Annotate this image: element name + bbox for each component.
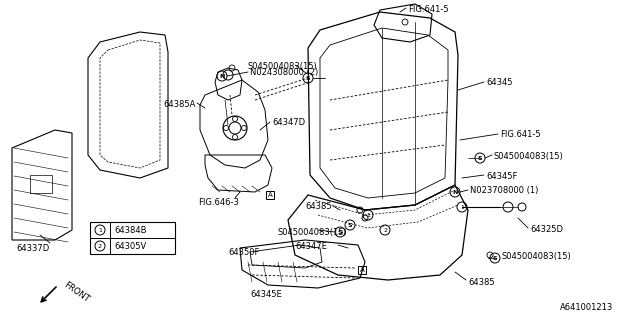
Text: N024308000 (2): N024308000 (2) [250, 68, 318, 77]
Text: 64384B: 64384B [114, 226, 147, 235]
Text: A: A [268, 192, 273, 198]
Text: S045004083(15): S045004083(15) [502, 252, 572, 261]
Text: S: S [306, 76, 310, 81]
Text: 64337D: 64337D [16, 244, 49, 253]
Text: S045004083(15): S045004083(15) [278, 228, 348, 237]
Text: 1: 1 [460, 204, 464, 210]
Text: FIG.641-5: FIG.641-5 [500, 130, 541, 139]
Text: 1: 1 [98, 228, 102, 233]
Bar [358, 266, 366, 274]
Text: N: N [220, 74, 225, 78]
Text: 2: 2 [383, 228, 387, 233]
Bar [90, 222, 175, 254]
Text: S045004083(15): S045004083(15) [248, 62, 317, 71]
Text: S: S [477, 156, 483, 161]
Text: A: A [360, 267, 364, 273]
Text: S: S [348, 222, 352, 228]
Text: FRONT: FRONT [62, 280, 91, 304]
Text: FIG.646-3: FIG.646-3 [198, 198, 239, 207]
Text: 64305V: 64305V [114, 242, 147, 251]
Text: 64347E: 64347E [295, 242, 327, 251]
Text: S: S [493, 255, 497, 260]
Text: 64325D: 64325D [530, 225, 563, 234]
Text: 64385: 64385 [468, 278, 495, 287]
Text: N023708000 (1): N023708000 (1) [470, 186, 538, 195]
Bar [266, 191, 274, 199]
Text: N: N [452, 189, 458, 195]
Text: FIG.641-5: FIG.641-5 [408, 5, 449, 14]
Text: 64345: 64345 [486, 78, 513, 87]
Bar [30, 175, 52, 193]
Text: 64345F: 64345F [486, 172, 517, 181]
Text: 64345E: 64345E [250, 290, 282, 299]
Text: 64347D: 64347D [272, 118, 305, 127]
Text: 1: 1 [366, 212, 370, 218]
Text: 64350F: 64350F [228, 248, 259, 257]
Text: 64385: 64385 [305, 202, 332, 211]
Text: S045004083(15): S045004083(15) [494, 152, 564, 161]
Text: 64385A: 64385A [164, 100, 196, 109]
Text: S: S [338, 229, 342, 235]
Text: 2: 2 [98, 244, 102, 249]
Text: A641001213: A641001213 [560, 303, 613, 312]
